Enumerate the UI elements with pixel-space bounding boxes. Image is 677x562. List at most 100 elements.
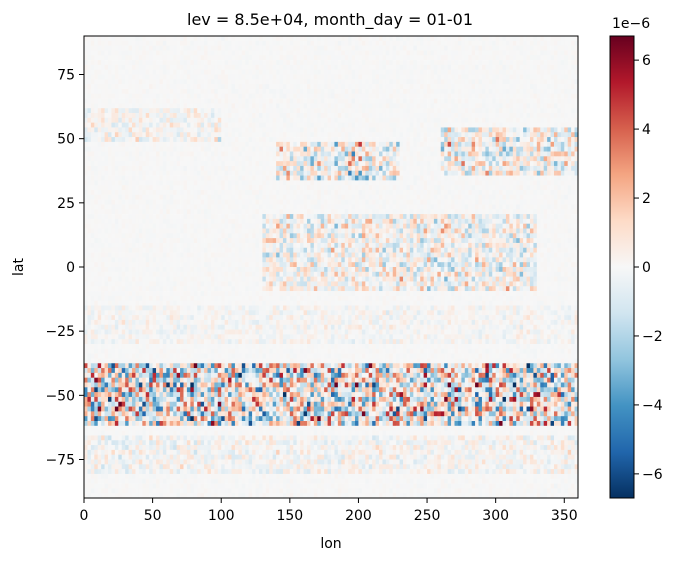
heatmap-cell [90, 93, 95, 99]
heatmap-cell [509, 84, 514, 90]
heatmap-cell [156, 69, 160, 75]
heatmap-cell [183, 170, 188, 176]
heatmap-cell [533, 180, 538, 186]
heatmap-cell [461, 151, 466, 157]
heatmap-cell [437, 55, 442, 61]
heatmap-cell [142, 79, 147, 85]
heatmap-cell [149, 146, 153, 152]
heatmap-cell [553, 93, 558, 99]
heatmap-cell [306, 36, 311, 42]
heatmap-cell [382, 170, 387, 176]
heatmap-cell [519, 194, 524, 200]
heatmap-cell [255, 93, 260, 99]
heatmap-cell [372, 113, 376, 119]
heatmap-cell [488, 132, 493, 138]
heatmap-cell [403, 88, 407, 95]
heatmap-cell [279, 180, 284, 186]
heatmap-cell [289, 146, 294, 152]
heatmap-cell [557, 117, 562, 123]
heatmap-cell [361, 108, 366, 114]
heatmap-cell [331, 146, 335, 152]
heatmap-cell [403, 50, 407, 56]
heatmap-cell [293, 141, 297, 147]
heatmap-cell [293, 64, 297, 70]
heatmap-cell [138, 113, 143, 119]
heatmap-cell [135, 93, 140, 99]
heatmap-cell [269, 55, 273, 61]
heatmap-cell [286, 194, 291, 200]
heatmap-cell [176, 175, 181, 181]
heatmap-cell [197, 69, 201, 75]
heatmap-cell [375, 151, 380, 157]
heatmap-cell [180, 199, 184, 205]
heatmap-cell [475, 180, 479, 186]
heatmap-cell [224, 113, 229, 119]
heatmap-cell [372, 151, 376, 157]
heatmap-cell [413, 161, 418, 167]
heatmap-cell [272, 98, 277, 104]
heatmap-cell [258, 156, 263, 162]
heatmap-cell [557, 165, 562, 172]
heatmap-cell [361, 50, 366, 56]
heatmap-cell [560, 161, 565, 167]
heatmap-cell [248, 132, 253, 138]
heatmap-cell [190, 93, 195, 99]
heatmap-cell [231, 50, 236, 56]
heatmap-cell [468, 156, 472, 162]
heatmap-cell [94, 40, 99, 46]
heatmap-cell [547, 146, 551, 152]
heatmap-cell [228, 161, 232, 167]
heatmap-cell [553, 60, 558, 66]
heatmap-cell [217, 117, 222, 123]
heatmap-cell [114, 156, 119, 162]
heatmap-cell [331, 156, 335, 162]
heatmap-cell [464, 108, 469, 114]
heatmap-cell [471, 45, 476, 51]
heatmap-cell [416, 165, 421, 172]
heatmap-cell [248, 137, 253, 143]
heatmap-cell [293, 185, 297, 191]
heatmap-cell [128, 103, 133, 109]
heatmap-cell [176, 122, 181, 128]
heatmap-cell [97, 161, 102, 167]
heatmap-cell [190, 190, 195, 196]
heatmap-cell [162, 132, 167, 138]
heatmap-cell [132, 64, 136, 70]
heatmap-cell [502, 127, 507, 133]
heatmap-cell [255, 108, 260, 114]
heatmap-cell [499, 146, 503, 152]
heatmap-cell [420, 103, 424, 109]
heatmap-cell [272, 137, 277, 143]
heatmap-cell [379, 40, 383, 46]
heatmap-cell [245, 141, 249, 147]
heatmap-cell [461, 60, 466, 66]
heatmap-cell [365, 79, 370, 85]
heatmap-cell [252, 36, 256, 42]
heatmap-cell [255, 122, 260, 128]
heatmap-cell [365, 40, 370, 46]
heatmap-cell [183, 103, 188, 109]
heatmap-cell [543, 69, 548, 75]
heatmap-cell [207, 79, 212, 85]
heatmap-cell [173, 141, 177, 147]
heatmap-cell [114, 108, 119, 114]
heatmap-cell [149, 127, 153, 133]
heatmap-cell [265, 84, 270, 90]
heatmap-cell [118, 190, 123, 196]
heatmap-cell [125, 93, 129, 99]
heatmap-cell [416, 161, 421, 167]
heatmap-cell [543, 141, 548, 147]
heatmap-cell [454, 74, 459, 80]
heatmap-cell [317, 84, 322, 90]
heatmap-cell [574, 132, 579, 138]
heatmap-cell [420, 93, 424, 99]
heatmap-cell [128, 194, 133, 200]
heatmap-cell [221, 69, 225, 75]
heatmap-cell [451, 64, 455, 70]
heatmap-cell [269, 161, 273, 167]
heatmap-cell [516, 55, 520, 61]
heatmap-cell [293, 175, 297, 181]
heatmap-cell [282, 190, 287, 196]
heatmap-cell [193, 161, 198, 167]
heatmap-cell [451, 165, 455, 172]
